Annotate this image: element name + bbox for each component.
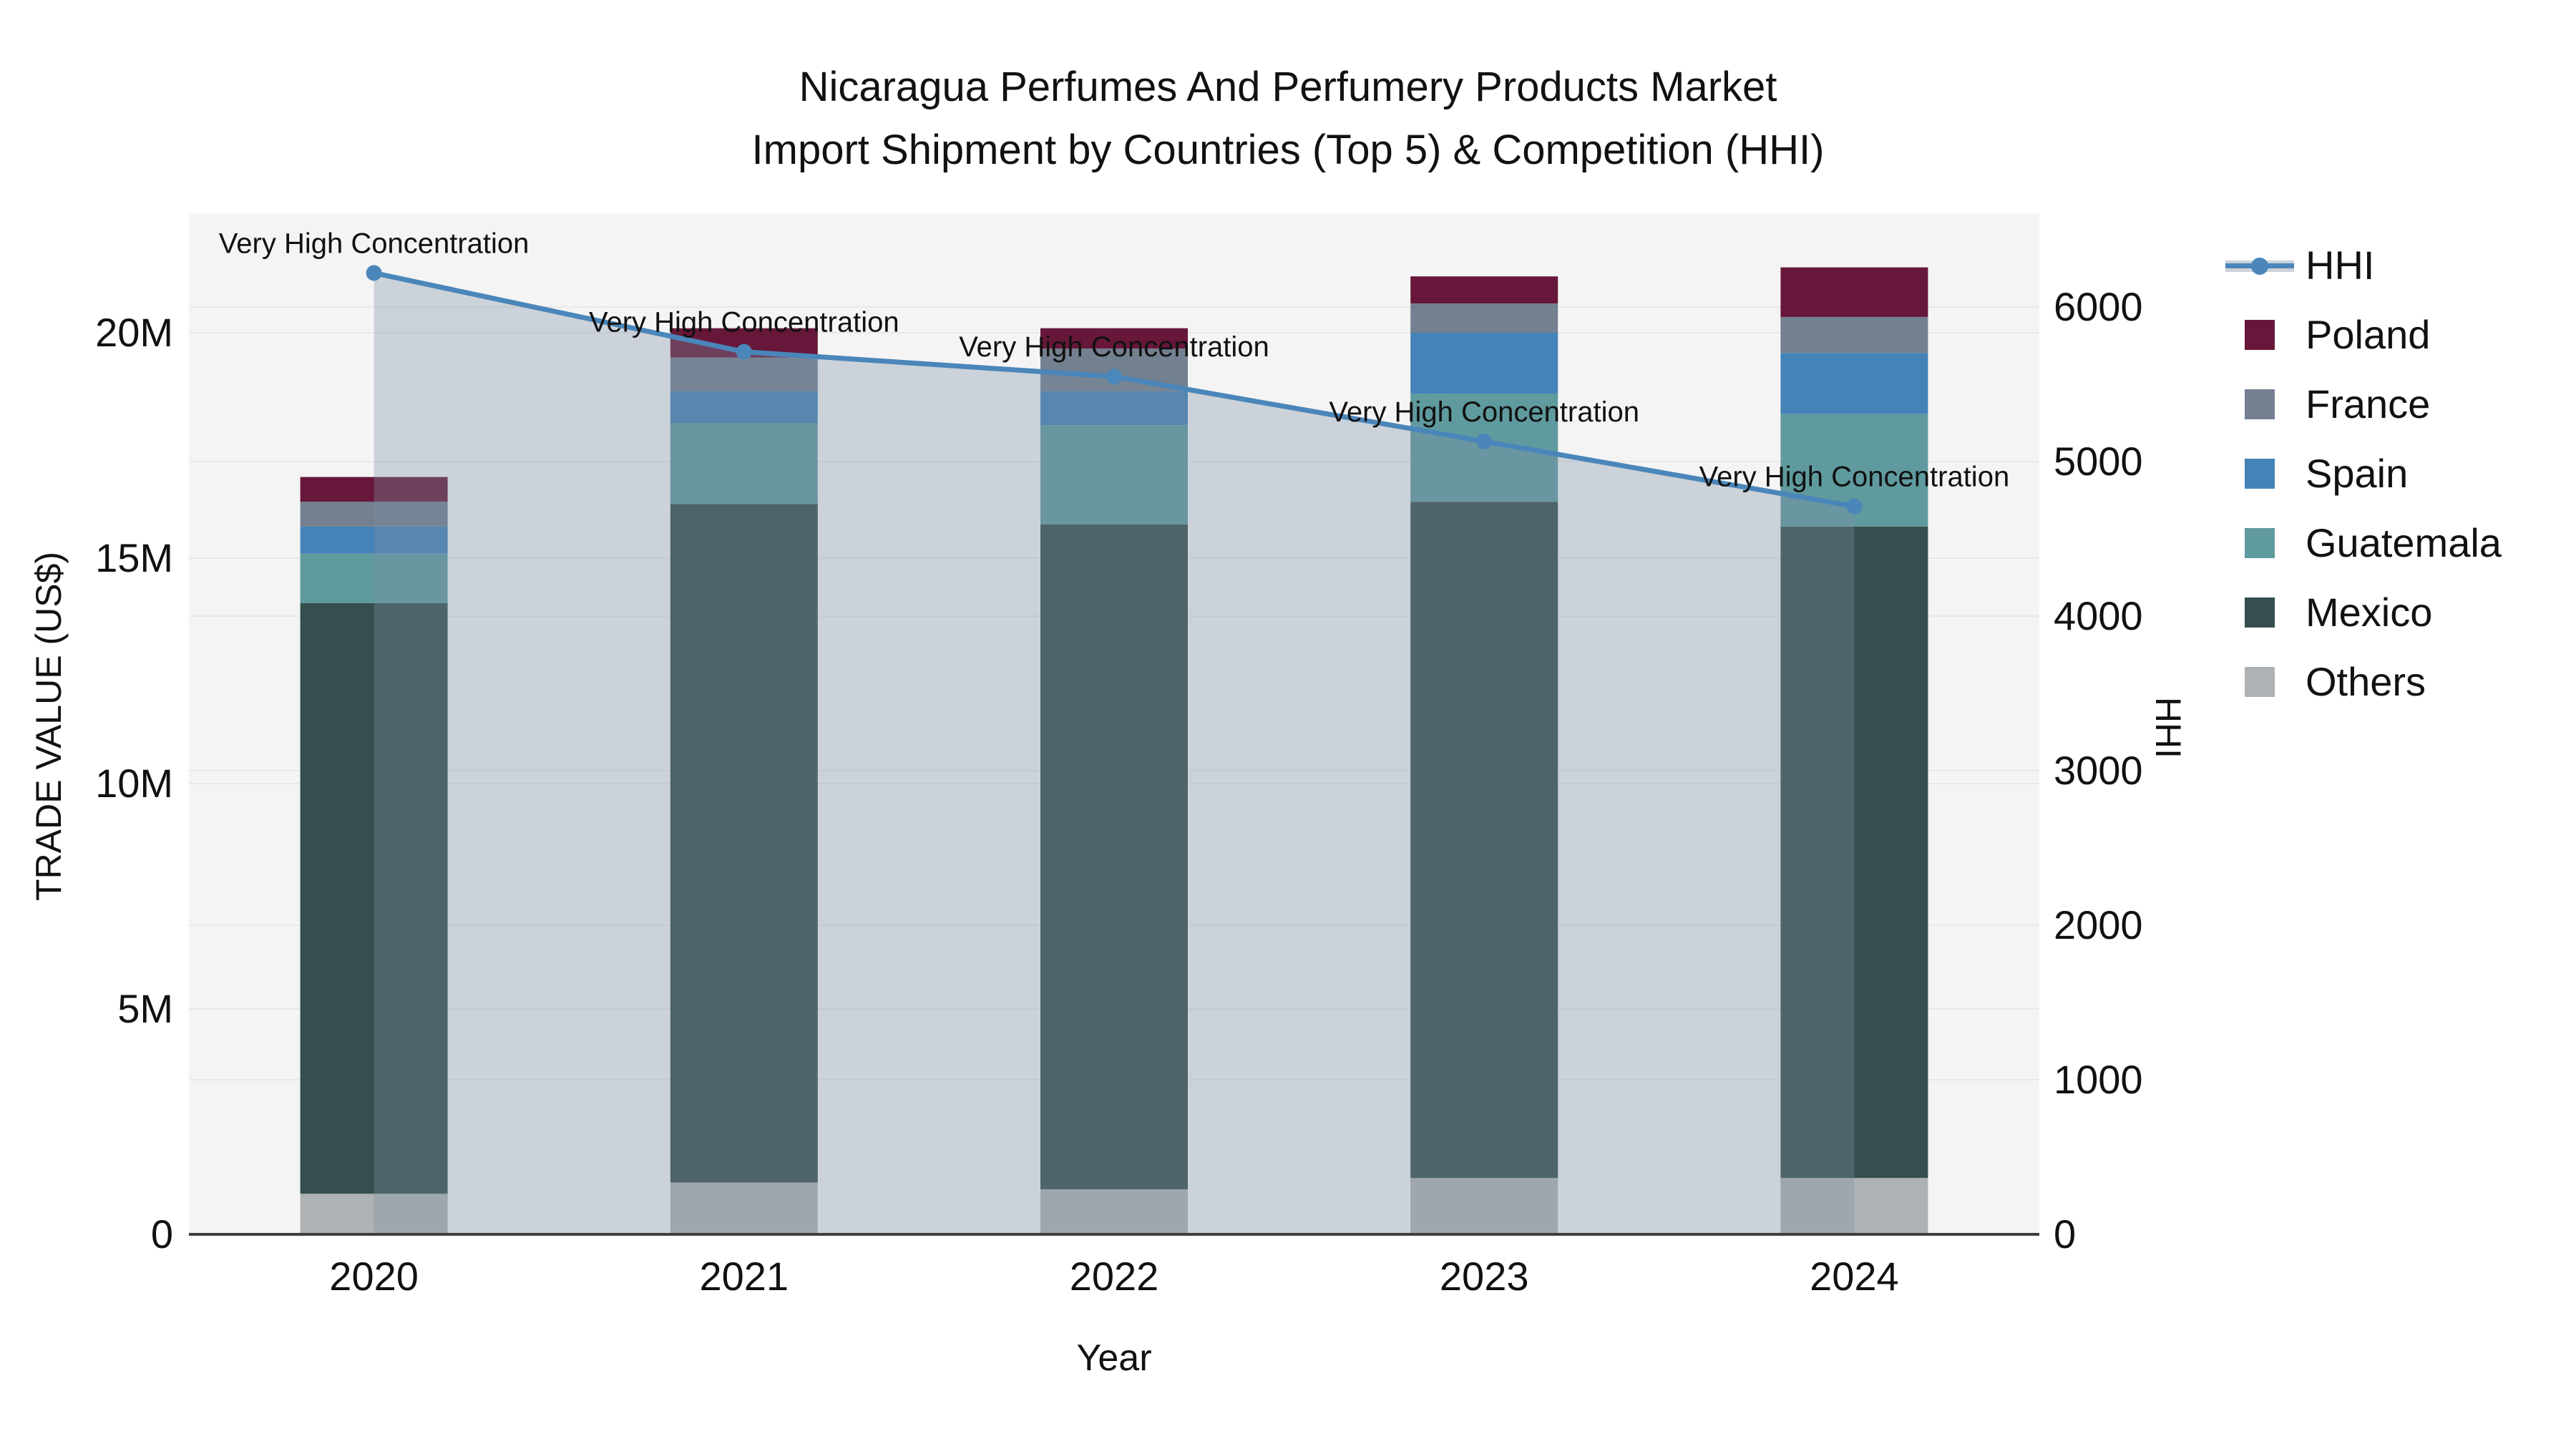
bar-segment-guatemala-2020 [300, 553, 448, 603]
legend-color-swatch-icon [2224, 319, 2296, 350]
y-left-tick-5M: 5M [117, 986, 173, 1031]
bar-segment-others-2023 [1410, 1178, 1558, 1234]
bar-segment-others-2020 [300, 1194, 448, 1234]
legend-label-spain: Spain [2306, 451, 2409, 496]
y-right-tick-0: 0 [2054, 1211, 2076, 1257]
bar-segment-spain-2020 [300, 526, 448, 554]
annotation-2022: Very High Concentration [959, 331, 1269, 363]
x-tick-2022[interactable]: 2022 [1070, 1254, 1159, 1299]
x-axis-title: Year [1076, 1337, 1152, 1379]
bar-segment-mexico-2023 [1410, 502, 1558, 1179]
bar-segment-mexico-2020 [300, 603, 448, 1194]
hhi-marker-2024 [1846, 498, 1863, 514]
legend-item-hhi[interactable]: HHI [2224, 230, 2502, 300]
legend-item-mexico[interactable]: Mexico [2224, 577, 2502, 647]
annotation-2023: Very High Concentration [1329, 396, 1639, 428]
bar-segment-guatemala-2021 [670, 423, 818, 504]
y-right-tick-2000: 2000 [2054, 902, 2143, 947]
y-right-tick-3000: 3000 [2054, 748, 2143, 793]
legend-color-swatch-icon [2224, 597, 2296, 628]
y-left-tick-20M: 20M [95, 310, 173, 355]
annotation-2021: Very High Concentration [589, 307, 899, 338]
bar-segment-poland-2020 [300, 477, 448, 502]
y-axis-title-left: TRADE VALUE (US$) [29, 551, 69, 902]
bar-segment-mexico-2022 [1040, 524, 1188, 1189]
chart-title-line2: Import Shipment by Countries (Top 5) & C… [751, 127, 1825, 174]
hhi-marker-2023 [1476, 433, 1493, 449]
legend-label-guatemala: Guatemala [2306, 520, 2502, 565]
bar-segment-spain-2022 [1040, 391, 1188, 426]
legend-item-spain[interactable]: Spain [2224, 439, 2502, 508]
y-axis-title-right: HHI [2148, 696, 2188, 759]
legend-label-poland: Poland [2306, 312, 2431, 357]
legend: HHI Poland France Spain Guatemala Mexico Other… [2224, 230, 2502, 716]
legend-item-guatemala[interactable]: Guatemala [2224, 508, 2502, 577]
bar-segment-spain-2021 [670, 391, 818, 423]
bar-segment-others-2022 [1040, 1189, 1188, 1234]
hhi-marker-2022 [1106, 369, 1122, 385]
bar-segment-mexico-2024 [1780, 526, 1928, 1179]
x-tick-2023[interactable]: 2023 [1440, 1254, 1529, 1299]
bar-segment-france-2023 [1410, 303, 1558, 333]
x-tick-2021[interactable]: 2021 [700, 1254, 789, 1299]
legend-color-swatch-icon [2224, 389, 2296, 419]
legend-label-others: Others [2306, 659, 2426, 704]
bar-segment-mexico-2021 [670, 504, 818, 1183]
y-right-tick-4000: 4000 [2054, 593, 2143, 638]
bar-segment-france-2021 [670, 357, 818, 391]
hhi-marker-2020 [366, 265, 382, 281]
y-left-tick-0: 0 [151, 1211, 173, 1257]
x-tick-2020[interactable]: 2020 [329, 1254, 419, 1299]
chart-title-line1: Nicaragua Perfumes And Perfumery Product… [799, 64, 1777, 110]
bar-segment-others-2021 [670, 1182, 818, 1234]
legend-color-swatch-icon [2224, 458, 2296, 489]
bar-segment-france-2024 [1780, 316, 1928, 353]
hhi-area-fill [374, 273, 1855, 1235]
bar-segment-poland-2024 [1780, 267, 1928, 317]
legend-item-others[interactable]: Others [2224, 647, 2502, 716]
bar-segment-poland-2022 [1040, 328, 1188, 349]
legend-line-swatch-icon [2224, 250, 2296, 280]
bar-segment-spain-2023 [1410, 333, 1558, 394]
legend-color-swatch-icon [2224, 666, 2296, 697]
bar-segment-spain-2024 [1780, 353, 1928, 414]
x-tick-2024[interactable]: 2024 [1810, 1254, 1899, 1299]
y-left-tick-15M: 15M [95, 535, 173, 580]
hhi-marker-2021 [736, 343, 752, 360]
annotation-2020: Very High Concentration [219, 228, 530, 259]
y-right-tick-6000: 6000 [2054, 284, 2143, 329]
legend-label-hhi: HHI [2306, 243, 2375, 288]
bar-segment-others-2024 [1780, 1178, 1928, 1234]
y-right-tick-5000: 5000 [2054, 439, 2143, 484]
legend-item-france[interactable]: France [2224, 369, 2502, 439]
y-right-tick-1000: 1000 [2054, 1057, 2143, 1102]
legend-item-poland[interactable]: Poland [2224, 300, 2502, 369]
annotation-2024: Very High Concentration [1699, 462, 2010, 493]
bar-segment-poland-2023 [1410, 276, 1558, 304]
y-left-tick-10M: 10M [95, 761, 173, 806]
legend-label-mexico: Mexico [2306, 590, 2433, 635]
bar-segment-guatemala-2022 [1040, 425, 1188, 525]
chart-title: Nicaragua Perfumes And Perfumery Product… [0, 56, 2576, 182]
bar-segment-france-2020 [300, 502, 448, 527]
legend-color-swatch-icon [2224, 527, 2296, 558]
legend-label-france: France [2306, 381, 2431, 426]
